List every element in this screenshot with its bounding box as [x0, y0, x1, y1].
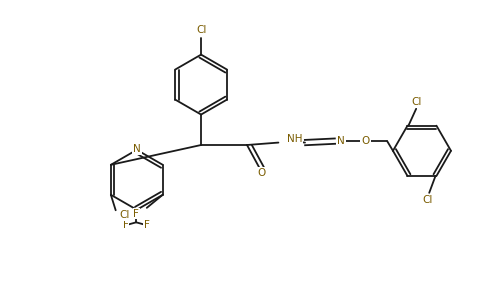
Text: O: O — [361, 136, 370, 146]
Text: Cl: Cl — [411, 97, 421, 106]
Text: F: F — [144, 220, 150, 230]
Text: F: F — [133, 209, 139, 219]
Text: F: F — [123, 220, 128, 230]
Text: O: O — [257, 168, 266, 178]
Text: N: N — [337, 136, 345, 146]
Text: N: N — [133, 144, 141, 154]
Text: Cl: Cl — [196, 26, 206, 35]
Text: Cl: Cl — [120, 210, 130, 220]
Text: NH: NH — [287, 134, 302, 144]
Text: Cl: Cl — [422, 195, 433, 205]
